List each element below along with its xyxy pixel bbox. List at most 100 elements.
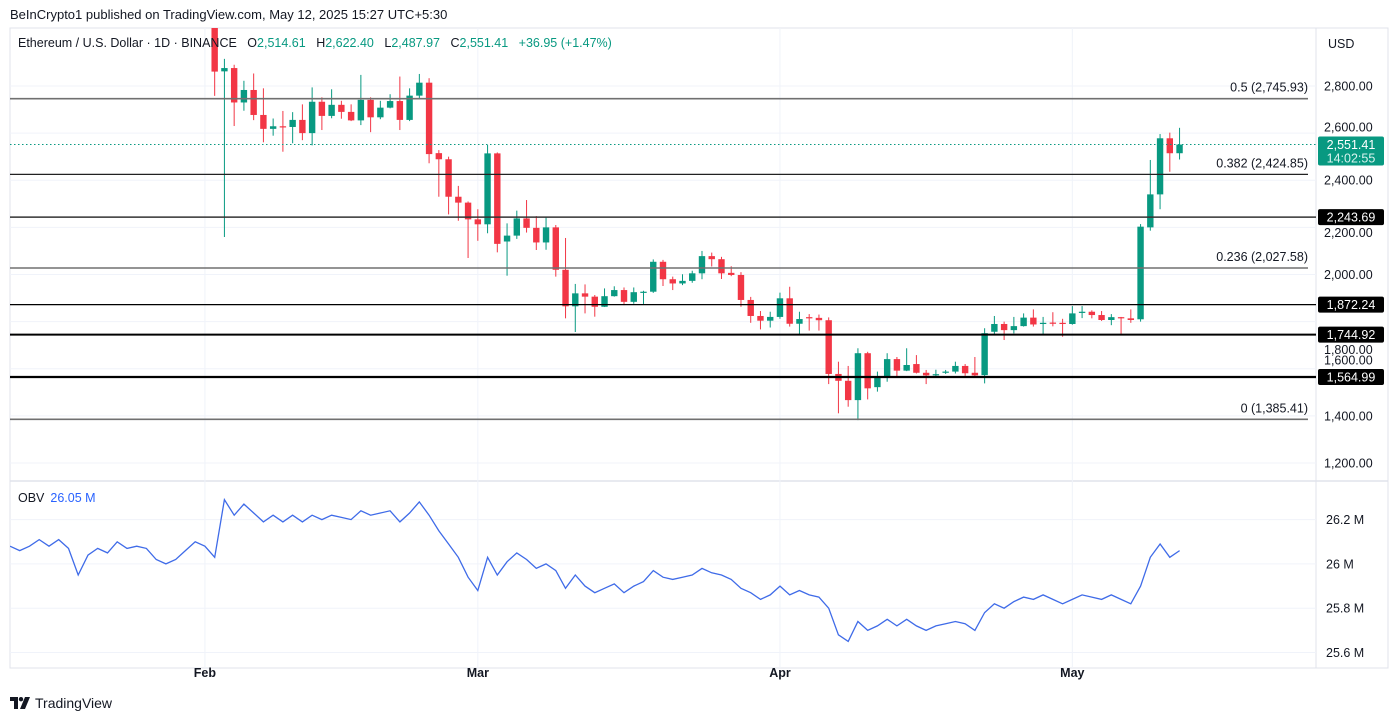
candle[interactable] bbox=[630, 287, 637, 304]
candle[interactable] bbox=[913, 355, 920, 374]
candle[interactable] bbox=[669, 276, 676, 291]
candle[interactable] bbox=[338, 100, 345, 119]
candle[interactable] bbox=[981, 328, 988, 384]
candle[interactable] bbox=[1166, 132, 1174, 172]
candle[interactable] bbox=[786, 286, 793, 327]
candle[interactable] bbox=[698, 250, 706, 280]
candle[interactable] bbox=[1117, 316, 1125, 335]
candle[interactable] bbox=[318, 97, 326, 131]
candle[interactable] bbox=[572, 283, 579, 333]
candle[interactable] bbox=[1088, 310, 1096, 319]
candle[interactable] bbox=[221, 58, 228, 238]
candle[interactable] bbox=[757, 311, 764, 330]
candle[interactable] bbox=[308, 87, 316, 146]
candle[interactable] bbox=[844, 365, 852, 407]
candle[interactable] bbox=[1069, 306, 1076, 325]
candle[interactable] bbox=[659, 259, 667, 287]
candle-body bbox=[893, 359, 901, 371]
candle[interactable] bbox=[1000, 321, 1008, 341]
tradingview-logo[interactable]: TradingView bbox=[10, 695, 112, 711]
candle[interactable] bbox=[767, 311, 774, 328]
candle[interactable] bbox=[640, 290, 647, 304]
candle[interactable] bbox=[230, 64, 238, 127]
candle[interactable] bbox=[1137, 224, 1144, 322]
candle[interactable] bbox=[279, 110, 287, 152]
candle[interactable] bbox=[464, 201, 472, 259]
candle[interactable] bbox=[484, 144, 491, 234]
candle[interactable] bbox=[874, 371, 881, 392]
candle[interactable] bbox=[1010, 316, 1018, 334]
candle[interactable] bbox=[1176, 127, 1183, 160]
candle[interactable] bbox=[903, 348, 910, 372]
candle[interactable] bbox=[425, 78, 433, 164]
candle[interactable] bbox=[396, 76, 404, 131]
candle[interactable] bbox=[328, 89, 335, 119]
candle-body bbox=[455, 196, 462, 203]
candle[interactable] bbox=[513, 210, 521, 239]
candle[interactable] bbox=[650, 259, 657, 293]
candle[interactable] bbox=[1156, 134, 1164, 210]
candle[interactable] bbox=[796, 311, 803, 335]
candle[interactable] bbox=[533, 216, 540, 250]
candle[interactable] bbox=[406, 88, 413, 122]
candle[interactable] bbox=[971, 356, 979, 377]
candle[interactable] bbox=[679, 274, 686, 286]
candle[interactable] bbox=[611, 286, 618, 297]
candle[interactable] bbox=[1039, 316, 1047, 336]
candle[interactable] bbox=[601, 288, 608, 308]
candle[interactable] bbox=[503, 223, 511, 276]
candle[interactable] bbox=[1147, 159, 1154, 231]
candle[interactable] bbox=[815, 314, 823, 331]
candle[interactable] bbox=[893, 356, 901, 378]
candle[interactable] bbox=[591, 295, 598, 317]
candle[interactable] bbox=[260, 88, 267, 143]
candle[interactable] bbox=[737, 272, 745, 307]
candle[interactable] bbox=[689, 270, 696, 283]
candle[interactable] bbox=[367, 97, 374, 133]
candle[interactable] bbox=[347, 104, 355, 122]
candle[interactable] bbox=[542, 216, 550, 250]
candle[interactable] bbox=[1108, 314, 1115, 326]
candle[interactable] bbox=[825, 317, 832, 385]
candle[interactable] bbox=[932, 369, 940, 378]
candle[interactable] bbox=[250, 73, 257, 121]
candle[interactable] bbox=[581, 284, 589, 314]
candle[interactable] bbox=[854, 348, 862, 421]
candle[interactable] bbox=[835, 361, 842, 414]
candle[interactable] bbox=[961, 364, 969, 376]
candle[interactable] bbox=[416, 73, 423, 100]
candle[interactable] bbox=[455, 185, 462, 221]
candle[interactable] bbox=[1078, 306, 1086, 319]
candle[interactable] bbox=[1030, 309, 1037, 327]
candle[interactable] bbox=[435, 150, 443, 197]
candle[interactable] bbox=[523, 200, 530, 233]
candle[interactable] bbox=[1098, 311, 1105, 321]
candle[interactable] bbox=[552, 225, 559, 277]
candle[interactable] bbox=[708, 252, 715, 267]
candle[interactable] bbox=[952, 361, 959, 374]
candle[interactable] bbox=[386, 94, 394, 109]
candle[interactable] bbox=[357, 74, 365, 126]
candle[interactable] bbox=[991, 315, 998, 335]
candle[interactable] bbox=[1049, 312, 1057, 327]
candle[interactable] bbox=[445, 156, 452, 215]
candle[interactable] bbox=[562, 237, 569, 319]
candle[interactable] bbox=[1020, 313, 1027, 327]
candle[interactable] bbox=[494, 152, 501, 253]
candle[interactable] bbox=[289, 112, 296, 144]
candle[interactable] bbox=[474, 209, 482, 241]
candle[interactable] bbox=[942, 369, 949, 374]
candle[interactable] bbox=[240, 80, 248, 111]
candle[interactable] bbox=[1127, 309, 1135, 323]
candle[interactable] bbox=[776, 292, 784, 319]
currency-label[interactable]: USD bbox=[1328, 37, 1355, 51]
candle[interactable] bbox=[211, 1, 218, 96]
candle[interactable] bbox=[620, 287, 628, 306]
candle[interactable] bbox=[805, 314, 813, 331]
candle[interactable] bbox=[299, 104, 306, 141]
candle[interactable] bbox=[377, 100, 384, 120]
candle[interactable] bbox=[864, 351, 871, 400]
candle[interactable] bbox=[269, 118, 277, 136]
candle[interactable] bbox=[747, 296, 754, 323]
